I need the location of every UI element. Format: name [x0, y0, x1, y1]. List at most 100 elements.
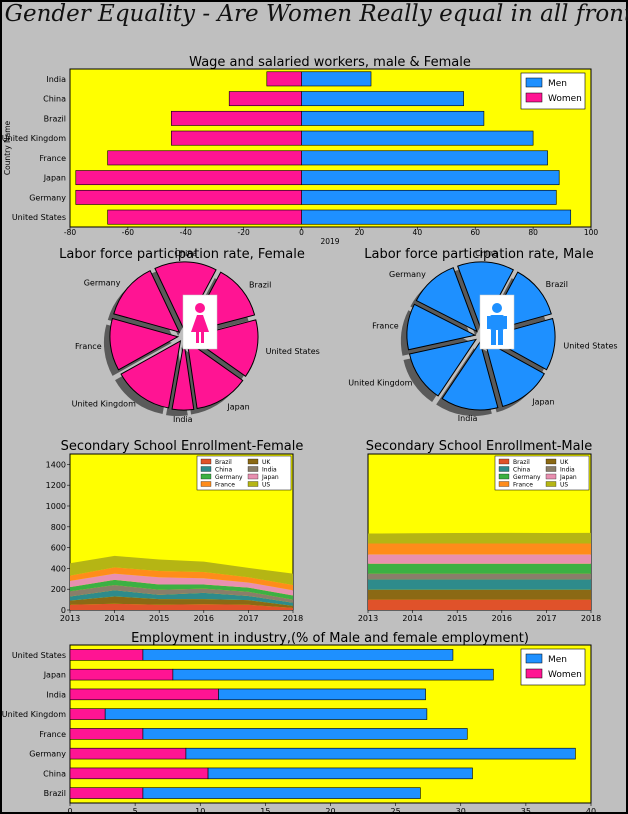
area-legend-swatch-japan [247, 473, 259, 480]
industry-tick-label-germany: Germany [29, 750, 66, 759]
area-band-japan-3 [70, 573, 293, 596]
industry-x-tick-label: 0 [67, 807, 72, 814]
wage-bar-women-brazil [171, 110, 302, 126]
area-legend-label-japan: Japan [261, 474, 279, 481]
pie-slice-japan [186, 340, 244, 410]
area-legend-label-china: China [215, 467, 232, 474]
industry-x-tick-label: 15 [260, 807, 270, 814]
area-band-uk-4 [368, 589, 591, 600]
area-y-tick-label: 1200 [46, 481, 66, 490]
industry-bar-men-france [142, 728, 468, 740]
industry-x-tick-label: 5 [133, 807, 138, 814]
legend-label-men: Men [548, 655, 567, 665]
icon-dress [191, 315, 209, 332]
industry-x-tick-label: 30 [456, 807, 466, 814]
area-legend-label-india: India [262, 467, 277, 474]
wage-x-tick-label: -60 [122, 228, 134, 237]
wage-tick-label-united-states: United States [12, 213, 66, 222]
legend-swatch-women [525, 668, 543, 679]
pie-label-france: France [372, 321, 399, 330]
wage-chart-title: Wage and salaried workers, male & Female [189, 55, 471, 70]
pie-slice-india [441, 340, 499, 411]
wage-bar-women-united-states [107, 209, 302, 225]
pie-slice-united-kingdom [120, 340, 182, 409]
area-legend-swatch-brazil [498, 458, 510, 465]
area-x-tick-label: 2013 [358, 614, 378, 623]
industry-plot-area [69, 644, 592, 804]
industry-bar-men-united-states [142, 649, 454, 661]
area-x-tick-label: 2018 [581, 614, 601, 623]
area-legend-label-germany: Germany [513, 474, 541, 481]
wage-tick-label-brazil: Brazil [44, 114, 66, 123]
area-legend-label-us: US [262, 482, 270, 489]
area-x-tick-label: 2016 [194, 614, 214, 623]
industry-tick-label-japan: Japan [43, 671, 66, 680]
pie-slice-united-states [485, 317, 556, 371]
area-band-us-3 [70, 555, 293, 586]
industry-bar-women-brazil [69, 787, 144, 799]
area-legend-label-brazil: Brazil [215, 459, 232, 466]
wage-x-tick-label: 60 [470, 228, 480, 237]
industry-x-tick-label: 25 [391, 807, 401, 814]
legend-label-women: Women [548, 94, 582, 104]
industry-bar-women-japan [69, 668, 174, 681]
area-band-germany-3 [70, 579, 293, 600]
area-legend-label-uk: UK [560, 459, 569, 466]
wage-bar-women-india [266, 71, 302, 87]
industry-bar-men-brazil [142, 787, 421, 799]
legend-label-women: Women [548, 670, 582, 680]
icon-leg [201, 332, 204, 343]
wage-x-tick-label: 100 [584, 228, 599, 237]
pie-label-germany: Germany [389, 270, 426, 279]
icon-leg [498, 330, 503, 345]
wage-bar-women-united-kingdom [171, 130, 302, 146]
area-y-tick-label: 400 [51, 564, 66, 573]
wage-bar-men-germany [301, 189, 557, 205]
pie-slice-france [406, 303, 477, 351]
pie-label-japan: Japan [226, 403, 249, 412]
area-legend-4 [494, 455, 590, 491]
area-legend-swatch-france [200, 481, 212, 487]
area-legend-swatch-japan [545, 473, 557, 480]
legend-swatch-women [525, 92, 543, 103]
pie-title-2: Labor force participation rate, Male [364, 247, 594, 262]
area-band-france-4 [368, 543, 591, 555]
area-y-tick-label: 600 [51, 544, 66, 553]
wage-x-tick-label: 0 [299, 228, 304, 237]
industry-bar-men-japan [172, 668, 494, 681]
pie-title-1: Labor force participation rate, Female [59, 247, 305, 262]
wage-bar-men-france [301, 150, 548, 166]
wage-x-tick-label: 80 [528, 228, 538, 237]
icon-head [195, 303, 205, 313]
icon-arm [487, 316, 490, 329]
industry-tick-label-france: France [39, 730, 66, 739]
industry-tick-label-india: India [46, 690, 66, 699]
wage-bar-women-china [228, 91, 302, 107]
area-legend-label-brazil: Brazil [513, 459, 530, 466]
pie-label-brazil: Brazil [249, 281, 271, 290]
area-band-uk-3 [70, 596, 293, 608]
pie-slice-japan [483, 339, 545, 408]
area-legend-swatch-china [200, 466, 212, 472]
pie-slice-france [109, 317, 180, 371]
pie-slice-india [171, 342, 195, 411]
area-y-tick-label: 0 [61, 606, 66, 615]
area-legend-label-france: France [215, 482, 235, 489]
industry-x-tick-label: 35 [521, 807, 531, 814]
area-band-china-4 [368, 579, 591, 590]
area-x-tick-label: 2016 [492, 614, 512, 623]
icon-torso [490, 315, 504, 330]
area-x-tick-label: 2013 [60, 614, 80, 623]
industry-tick-label-united-kingdom: United Kingdom [2, 710, 66, 719]
area-band-germany-4 [368, 563, 591, 574]
area-legend-swatch-brazil [200, 458, 212, 465]
area-title-4: Secondary School Enrollment-Male [366, 439, 592, 454]
wage-bar-men-united-states [301, 209, 572, 225]
male-person-icon [479, 294, 515, 350]
area-band-china-3 [70, 590, 293, 606]
area-legend-label-us: US [560, 482, 568, 489]
area-title-3: Secondary School Enrollment-Female [61, 439, 304, 454]
pie-slice-germany [113, 269, 181, 333]
